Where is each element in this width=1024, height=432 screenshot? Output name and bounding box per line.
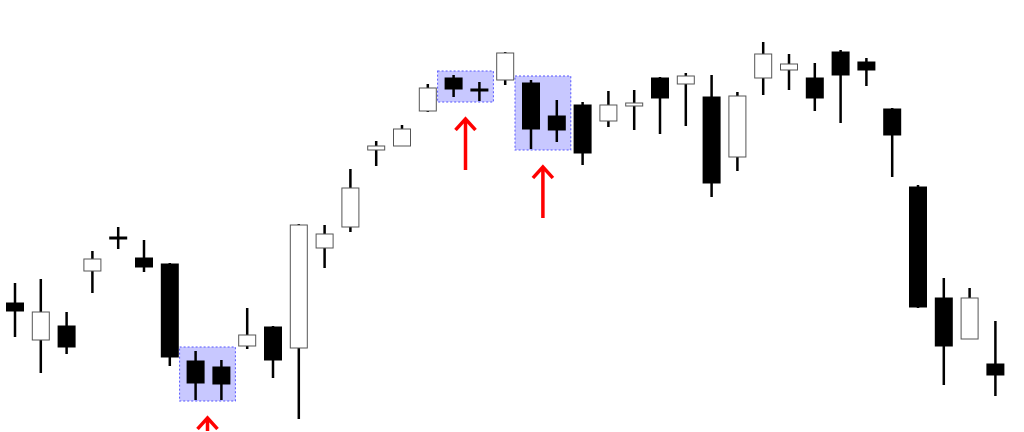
candle-2 [31, 279, 50, 373]
candle-body [315, 233, 334, 249]
candle-layer [6, 42, 1005, 419]
candle-body [470, 88, 489, 92]
candle-20 [496, 52, 515, 85]
up-arrow-icon [454, 116, 477, 170]
candle-body [547, 115, 566, 131]
candle-6 [135, 240, 153, 272]
candle-22 [547, 100, 566, 142]
candle-body [805, 77, 824, 99]
candle-19 [470, 82, 489, 101]
candle-31 [780, 54, 798, 90]
candle-36 [909, 185, 927, 308]
candle-body [883, 108, 902, 136]
candle-34 [857, 58, 876, 86]
candle-38 [960, 288, 979, 340]
candle-1 [6, 283, 24, 337]
candle-4 [83, 251, 102, 293]
candle-3 [57, 312, 76, 354]
candle-body [754, 53, 773, 79]
candle-7 [160, 263, 179, 366]
candle-body [367, 145, 386, 151]
candle-14 [341, 169, 360, 232]
candle-body [831, 51, 850, 76]
candle-18 [444, 75, 463, 97]
candle-16 [393, 125, 411, 147]
candle-body [625, 102, 644, 107]
candle-body [238, 334, 257, 347]
arrow-head [196, 415, 219, 431]
candle-29 [728, 92, 747, 171]
candle-body [599, 104, 618, 122]
up-arrow-icon [531, 164, 555, 218]
candle-39 [986, 321, 1005, 396]
arrow-layer [196, 116, 555, 431]
candle-body [109, 236, 128, 240]
candle-30 [754, 42, 773, 95]
candle-body [496, 52, 515, 81]
candle-body [31, 311, 50, 341]
candle-26 [651, 77, 669, 134]
candle-body [264, 326, 282, 361]
candle-13 [315, 225, 334, 268]
candle-body [702, 96, 721, 184]
candle-25 [625, 90, 644, 130]
candle-body [135, 257, 153, 268]
candle-10 [238, 308, 257, 349]
arrow-head [531, 164, 555, 180]
candle-8 [186, 351, 205, 400]
candle-12 [289, 224, 308, 419]
candle-28 [702, 75, 721, 197]
candle-17 [418, 84, 437, 112]
candle-24 [599, 91, 618, 127]
candle-23 [573, 102, 592, 165]
candle-11 [264, 326, 282, 378]
candle-body [522, 82, 540, 130]
candle-body [341, 187, 360, 228]
candle-body [393, 128, 411, 147]
candle-body [780, 63, 798, 71]
candle-body [212, 366, 231, 385]
candle-body [651, 77, 669, 99]
candle-27 [676, 73, 695, 126]
candle-5 [109, 227, 128, 249]
candle-37 [934, 278, 953, 385]
candle-body [160, 263, 179, 358]
candle-body [444, 77, 463, 90]
up-arrow-icon [196, 415, 219, 431]
candle-32 [805, 63, 824, 111]
candle-body [573, 104, 592, 154]
candle-body [960, 297, 979, 340]
candle-15 [367, 141, 386, 166]
candle-body [728, 95, 747, 158]
candle-9 [212, 360, 231, 400]
candle-body [418, 87, 437, 112]
candle-body [289, 224, 308, 349]
candle-body [57, 325, 76, 348]
arrow-head [454, 116, 477, 132]
candle-body [83, 258, 102, 272]
candle-body [6, 302, 24, 312]
candle-33 [831, 50, 850, 123]
candle-body [857, 61, 876, 71]
candle-body [909, 186, 927, 308]
candle-body [934, 297, 953, 347]
candle-body [676, 75, 695, 85]
candle-body [186, 360, 205, 384]
highlight-layer [179, 70, 572, 402]
candle-21 [522, 80, 540, 149]
candle-body [986, 363, 1005, 376]
candle-35 [883, 108, 902, 177]
